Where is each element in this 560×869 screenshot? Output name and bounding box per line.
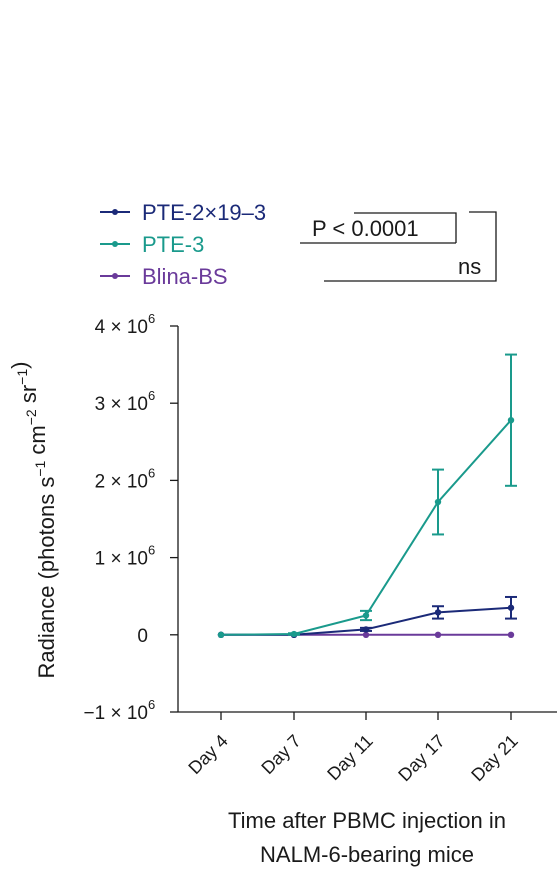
axes: 4 × 10 63 × 10 62 × 10 61 × 10 60−1 × 10 6Day… <box>84 311 557 785</box>
legend-label: Blina-BS <box>142 264 228 289</box>
series-layer <box>217 353 517 638</box>
x-tick-label: Day 4 <box>184 731 231 778</box>
x-tick-label: Day 21 <box>467 731 521 785</box>
pvalue-annotation: P < 0.0001 <box>312 216 419 241</box>
x-tick-label: Day 7 <box>257 731 304 778</box>
y-tick-label: −1 × 10 <box>84 703 148 724</box>
y-axis-label: Radiance (photons s−1 cm−2 sr−1) <box>7 362 59 679</box>
x-tick-label: Day 11 <box>323 731 377 785</box>
series-line <box>220 419 512 636</box>
y-tick-exponent: 6 <box>148 311 155 326</box>
data-point <box>217 631 225 638</box>
y-tick-label: 4 × 10 <box>95 317 148 338</box>
legend-swatch-dot <box>112 241 118 247</box>
data-point <box>362 626 370 633</box>
legend-label: PTE-3 <box>142 232 204 257</box>
y-tick-exponent: 6 <box>148 697 155 712</box>
data-point <box>290 630 298 638</box>
y-tick-exponent: 6 <box>148 543 155 558</box>
y-tick-label: 0 <box>137 626 148 647</box>
data-point <box>507 604 515 611</box>
data-point <box>434 631 442 638</box>
data-point <box>362 631 370 638</box>
ns-bracket <box>324 211 497 282</box>
legend-swatch-dot <box>112 209 118 215</box>
x-axis-label-line1: Time after PBMC injection in <box>228 808 506 833</box>
legend-swatch-dot <box>112 273 118 279</box>
ns-annotation: ns <box>458 254 481 279</box>
significance-annotations: P < 0.0001 ns <box>300 211 497 282</box>
data-point <box>434 609 442 616</box>
y-tick-label: 1 × 10 <box>95 549 148 570</box>
data-point <box>362 612 370 619</box>
y-tick-exponent: 6 <box>148 388 155 403</box>
pvalue-box <box>354 212 457 243</box>
data-point <box>507 631 515 638</box>
series-pte-3 <box>217 353 517 638</box>
y-tick-label: 3 × 10 <box>95 394 148 415</box>
legend-label: PTE-2×19–3 <box>142 200 266 225</box>
x-axis-label-line2: NALM-6-bearing mice <box>260 842 474 867</box>
y-tick-label: 2 × 10 <box>95 471 148 492</box>
data-point <box>507 416 515 424</box>
data-point <box>434 498 442 506</box>
legend: PTE-2×19–3 PTE-3 Blina-BS <box>100 200 266 289</box>
y-tick-exponent: 6 <box>148 465 155 480</box>
x-tick-label: Day 17 <box>394 731 448 785</box>
